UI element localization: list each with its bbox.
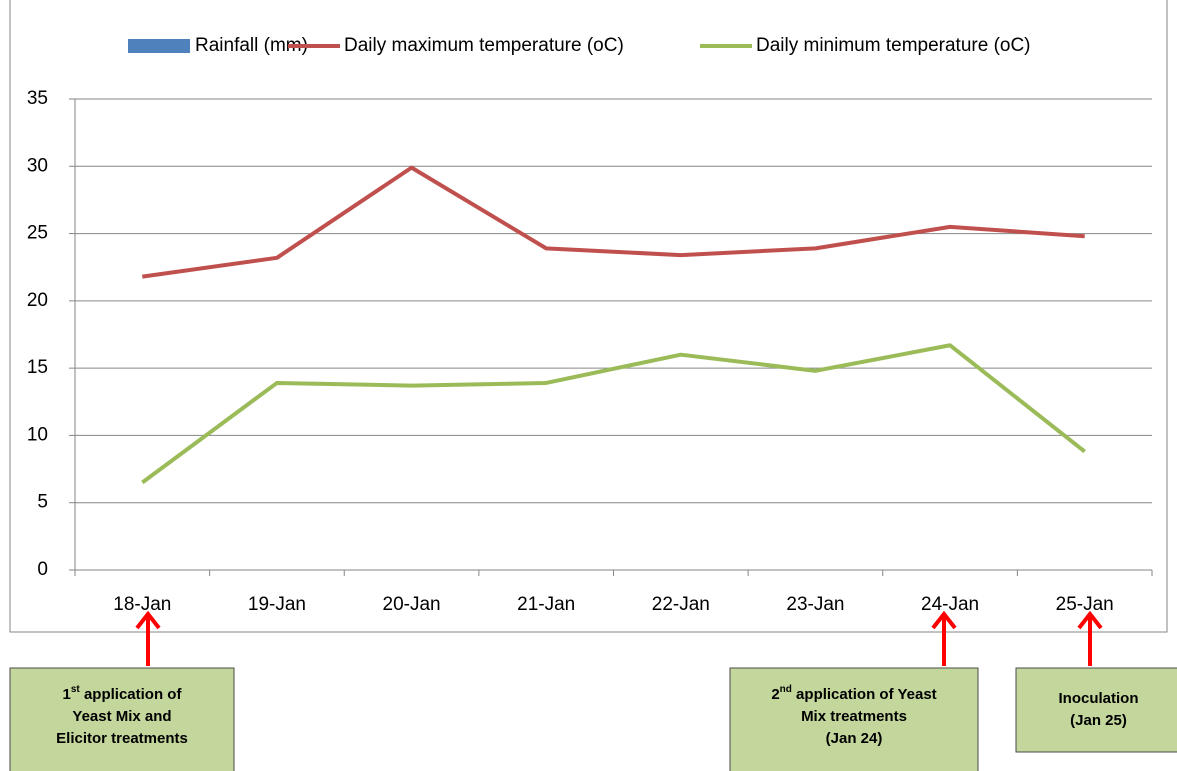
arrow-head xyxy=(1077,610,1103,630)
x-tick-label: 24-Jan xyxy=(921,594,979,615)
annotation-suffix: st xyxy=(71,684,81,695)
legend-label: Daily minimum temperature (oC) xyxy=(756,35,1031,56)
annotation-box xyxy=(729,667,979,771)
y-tick-label: 35 xyxy=(27,88,48,109)
annotation-line: (Jan 24) xyxy=(826,730,883,747)
x-tick-label: 20-Jan xyxy=(383,594,441,615)
annotation-ordinal: 1 xyxy=(63,686,71,703)
y-tick-label: 10 xyxy=(27,424,48,445)
x-tick-label: 23-Jan xyxy=(786,594,844,615)
annotation-text: 1st application of xyxy=(63,684,183,703)
y-tick-label: 25 xyxy=(27,223,48,244)
legend-swatch xyxy=(128,39,190,53)
legend-label: Daily maximum temperature (oC) xyxy=(344,35,624,56)
y-tick-label: 0 xyxy=(37,559,48,580)
annotation-text: (Jan 25) xyxy=(1070,712,1127,729)
arrow-head xyxy=(135,610,161,630)
annotation-text: (Jan 24) xyxy=(826,730,883,747)
annotation-line: application of Yeast xyxy=(792,686,937,703)
legend-label: Rainfall (mm) xyxy=(195,35,308,56)
annotation-line: Inoculation xyxy=(1059,690,1139,707)
annotation-line: Yeast Mix and xyxy=(72,708,171,725)
x-tick-label: 21-Jan xyxy=(517,594,575,615)
annotation-line: Mix treatments xyxy=(801,708,907,725)
annotation-text: 2nd application of Yeast xyxy=(771,684,936,703)
line-series xyxy=(141,343,1086,485)
x-tick-label: 18-Jan xyxy=(113,594,171,615)
annotation-text: Yeast Mix and xyxy=(72,708,171,725)
y-tick-label: 5 xyxy=(37,492,48,513)
annotation-box xyxy=(1015,667,1177,753)
annotation-suffix: nd xyxy=(780,684,792,695)
arrow-head xyxy=(931,610,957,630)
annotation-text: Mix treatments xyxy=(801,708,907,725)
chart-border xyxy=(9,0,1168,633)
annotation-line: Elicitor treatments xyxy=(56,730,188,747)
y-tick-label: 15 xyxy=(27,357,48,378)
annotation-text: Elicitor treatments xyxy=(56,730,188,747)
annotation-text: Inoculation xyxy=(1059,690,1139,707)
annotation-line: (Jan 25) xyxy=(1070,712,1127,729)
annotation-ordinal: 2 xyxy=(771,686,779,703)
annotation-line: application of xyxy=(80,686,183,703)
x-tick-label: 19-Jan xyxy=(248,594,306,615)
x-tick-label: 25-Jan xyxy=(1056,594,1114,615)
y-tick-label: 20 xyxy=(27,290,48,311)
x-tick-label: 22-Jan xyxy=(652,594,710,615)
line-series xyxy=(142,165,1085,279)
annotation-box xyxy=(9,667,235,771)
y-tick-label: 30 xyxy=(27,155,48,176)
